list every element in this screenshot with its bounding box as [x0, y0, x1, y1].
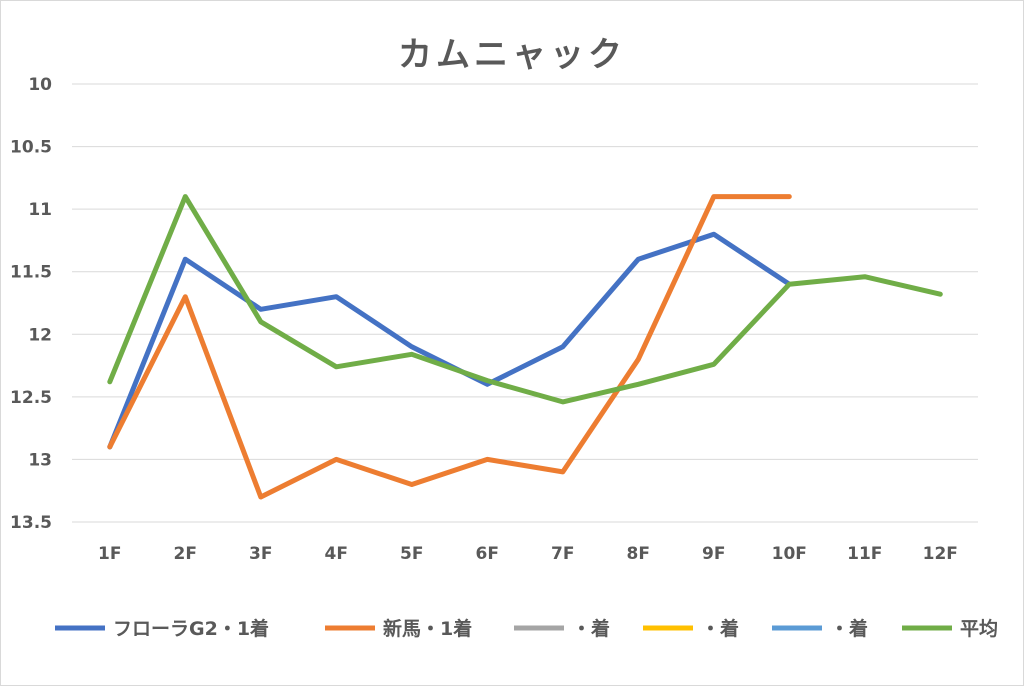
- y-tick-label: 13: [28, 450, 52, 470]
- series-line-0: [107, 231, 792, 450]
- x-tick-label: 4F: [325, 544, 348, 564]
- x-tick-label: 8F: [627, 544, 650, 564]
- legend: フローラG2・1着 新馬・1着 ・着 ・着 ・着 平均: [55, 617, 998, 640]
- x-tick-label: 1F: [98, 544, 121, 564]
- x-tick-label: 2F: [174, 544, 197, 564]
- x-tick-label: 5F: [400, 544, 423, 564]
- y-axis-ticks: 10 10.5 11 11.5 12 12.5 13 13.5: [10, 75, 52, 533]
- series-lines: [107, 194, 943, 500]
- y-tick-label: 13.5: [10, 513, 52, 533]
- chart-title: カムニャック: [398, 35, 626, 75]
- x-tick-label: 3F: [249, 544, 272, 564]
- legend-label: ・着: [830, 617, 868, 640]
- legend-label: ・着: [701, 617, 739, 640]
- y-tick-label: 10: [28, 75, 52, 95]
- legend-label: 平均: [960, 617, 998, 640]
- y-tick-label: 12.5: [10, 388, 52, 408]
- y-tick-label: 12: [28, 325, 52, 345]
- y-tick-label: 10.5: [10, 138, 52, 158]
- series-line-1: [107, 194, 792, 500]
- y-tick-label: 11: [28, 200, 52, 220]
- x-tick-label: 12F: [923, 544, 958, 564]
- x-tick-label: 6F: [476, 544, 499, 564]
- x-tick-label: 10F: [772, 544, 807, 564]
- x-axis-ticks: 1F 2F 3F 4F 5F 6F 7F 8F 9F 10F 11F 12F: [98, 544, 958, 564]
- x-tick-label: 7F: [551, 544, 574, 564]
- gridlines: [72, 83, 978, 523]
- legend-label: フローラG2・1着: [113, 617, 269, 640]
- legend-label: ・着: [572, 617, 610, 640]
- x-tick-label: 9F: [702, 544, 725, 564]
- y-tick-label: 11.5: [10, 263, 52, 283]
- x-tick-label: 11F: [847, 544, 882, 564]
- series-line-5: [107, 194, 943, 405]
- legend-label: 新馬・1着: [383, 617, 472, 640]
